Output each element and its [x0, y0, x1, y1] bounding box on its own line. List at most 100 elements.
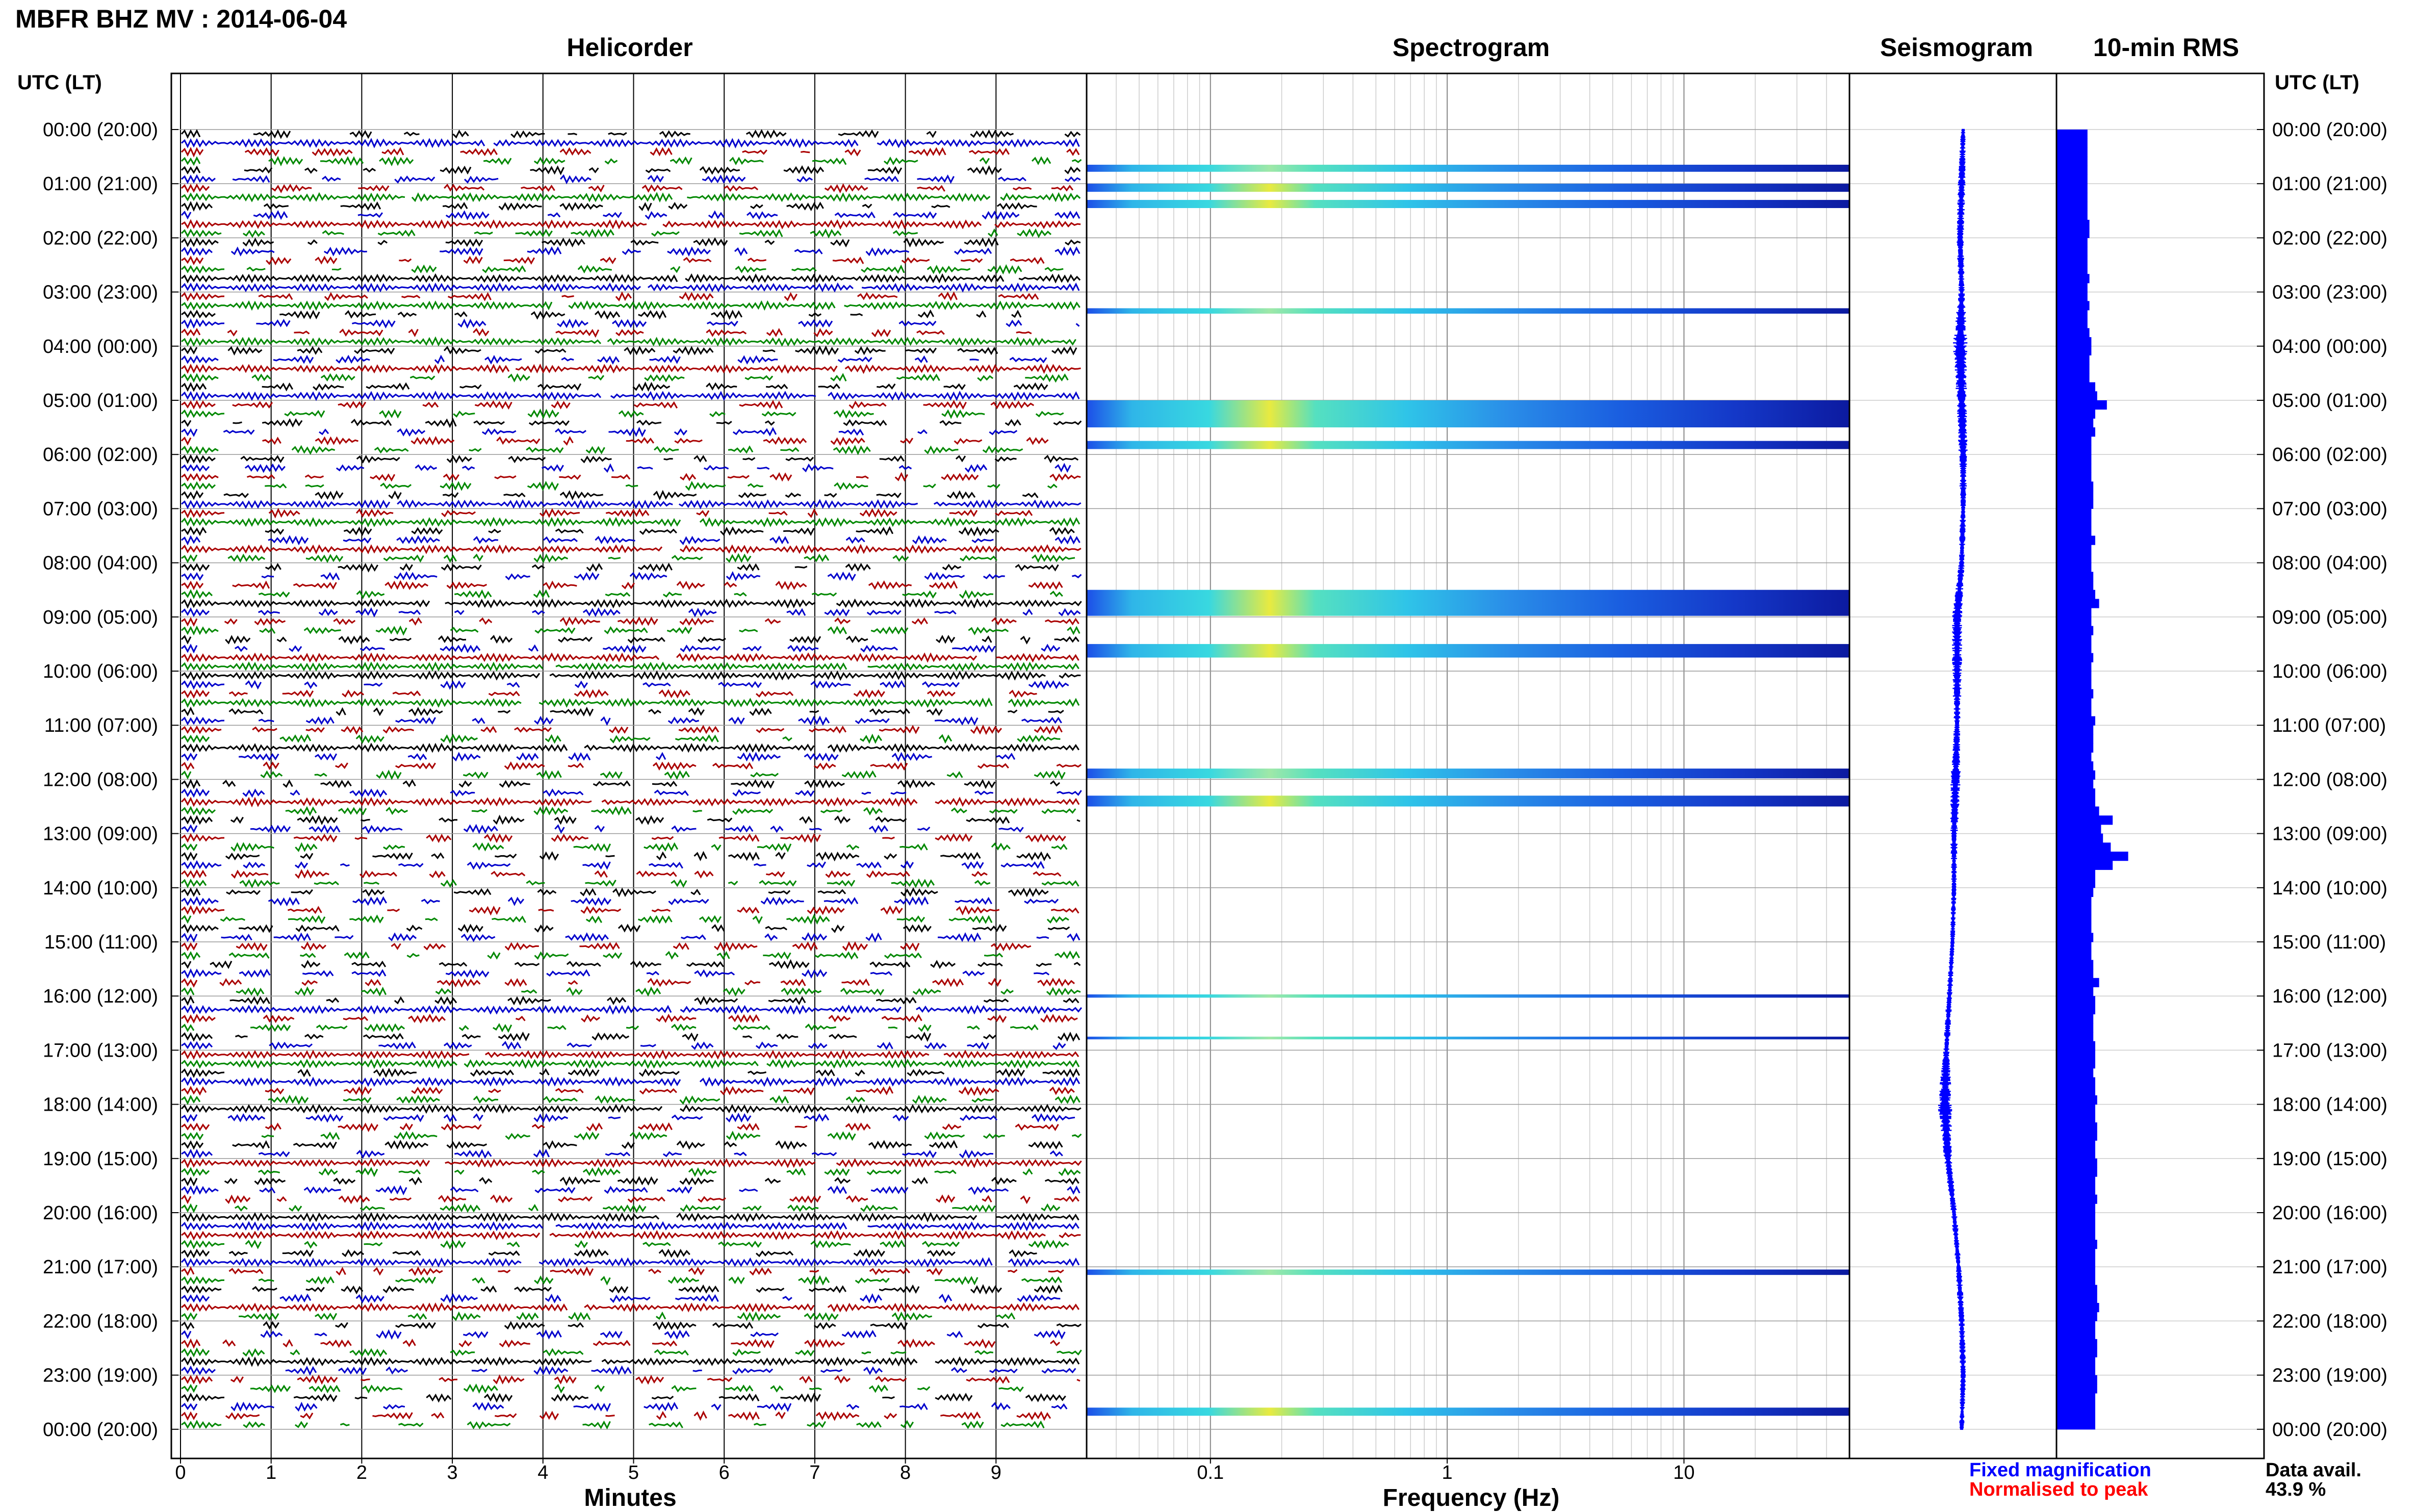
rms-bar: [2056, 1248, 2095, 1258]
rms-bar: [2056, 752, 2092, 762]
spectrogram-band: [1087, 184, 1849, 192]
left-hour-label: 20:00 (16:00): [43, 1202, 158, 1224]
minute-tick-label: 4: [537, 1462, 548, 1483]
rms-panel: [2056, 129, 2264, 1430]
helicorder-trace: [181, 706, 1064, 717]
right-hour-label: 00:00 (20:00): [2272, 119, 2387, 141]
rms-bar: [2056, 526, 2092, 536]
rms-bar: [2056, 1312, 2097, 1321]
rms-bar: [2056, 1176, 2095, 1186]
helicorder-trace: [181, 1239, 1069, 1250]
rms-bar: [2056, 734, 2094, 744]
left-hour-label: 09:00 (05:00): [43, 607, 158, 628]
left-hour-label: 23:00 (19:00): [43, 1365, 158, 1387]
helicorder-trace: [181, 228, 1052, 239]
rms-bar: [2056, 274, 2090, 284]
rms-bar: [2056, 626, 2094, 635]
spectrogram-band: [1087, 165, 1849, 172]
helicorder-trace: [181, 806, 1076, 816]
spectrogram-band: [1087, 1036, 1849, 1040]
helicorder-trace: [181, 426, 1018, 438]
left-hour-label: 16:00 (12:00): [43, 986, 158, 1007]
right-hour-label: 15:00 (11:00): [2272, 932, 2386, 953]
helicorder-trace: [181, 1266, 1064, 1276]
right-hour-label: 18:00 (14:00): [2272, 1094, 2387, 1116]
helicorder-trace: [181, 1321, 1082, 1330]
rms-bar: [2056, 454, 2092, 464]
data-availability-value: 43.9 %: [2266, 1479, 2326, 1500]
rms-bar: [2056, 869, 2095, 879]
helicorder-trace: [181, 869, 1062, 879]
rms-bar: [2056, 147, 2088, 157]
helicorder-title: Helicorder: [567, 33, 693, 62]
rms-bar: [2056, 292, 2088, 301]
rms-bar: [2056, 842, 2111, 852]
helicorder-trace: [181, 336, 1076, 347]
rms-bar: [2056, 815, 2113, 825]
helicorder-trace: [181, 174, 1081, 185]
helicorder-trace: [181, 1293, 1061, 1304]
right-hour-label: 14:00 (10:00): [2272, 878, 2387, 899]
helicorder-trace: [181, 291, 1039, 302]
rms-bar: [2056, 184, 2088, 193]
helicorder-trace: [181, 435, 1049, 446]
spectrogram-band: [1087, 590, 1849, 616]
helicorder-trace: [181, 697, 1080, 708]
minute-tick-label: 8: [900, 1462, 911, 1483]
helicorder-trace: [181, 472, 1081, 482]
rms-bar: [2056, 283, 2088, 293]
rms-bar: [2056, 436, 2092, 446]
rms-bar: [2056, 1393, 2095, 1403]
helicorder-trace: [181, 507, 1033, 519]
rms-bar: [2056, 1221, 2095, 1231]
helicorder-trace: [181, 129, 1081, 139]
legend-normalised-to-peak: Normalised to peak: [1969, 1479, 2148, 1500]
right-hour-label: 16:00 (12:00): [2272, 986, 2387, 1007]
rms-bar: [2056, 364, 2090, 374]
rms-bar: [2056, 572, 2094, 581]
rms-bar: [2056, 942, 2092, 952]
helicorder-trace: [181, 733, 1061, 744]
helicorder-trace: [181, 183, 1074, 194]
rms-bar: [2056, 265, 2088, 274]
left-hour-label: 00:00 (20:00): [43, 119, 158, 141]
helicorder-trace: [181, 1411, 1051, 1421]
helicorder-trace: [181, 941, 1032, 952]
right-hour-label: 04:00 (00:00): [2272, 336, 2387, 357]
right-hour-label: 11:00 (07:00): [2272, 715, 2386, 736]
right-hour-label: 12:00 (08:00): [2272, 769, 2387, 790]
helicorder-trace: [181, 1148, 1063, 1159]
rms-bar: [2056, 887, 2094, 897]
rms-bar: [2056, 220, 2090, 229]
right-hour-label: 03:00 (23:00): [2272, 282, 2387, 303]
rms-bar: [2056, 1285, 2097, 1294]
left-hour-label: 08:00 (04:00): [43, 553, 158, 574]
left-hour-label: 03:00 (23:00): [43, 282, 158, 303]
left-hour-label: 02:00 (22:00): [43, 227, 158, 249]
rms-title: 10-min RMS: [2093, 33, 2240, 62]
rms-bar: [2056, 743, 2094, 753]
helicorder-trace: [181, 535, 1081, 546]
helicorder-trace: [181, 814, 1081, 826]
rms-bar: [2056, 1411, 2095, 1421]
minute-tick-label: 9: [991, 1462, 1001, 1483]
spectrogram-band: [1087, 994, 1849, 998]
rms-bar: [2056, 445, 2092, 455]
left-hour-label: 22:00 (18:00): [43, 1311, 158, 1332]
helicorder-trace: [181, 1041, 1066, 1050]
right-hour-label: 17:00 (13:00): [2272, 1040, 2387, 1061]
rms-bar: [2056, 635, 2092, 645]
helicorder-trace: [181, 400, 1035, 410]
main-frame: [170, 72, 1850, 1459]
helicorder-trace: [181, 318, 1080, 329]
helicorder-trace: [181, 1004, 1083, 1015]
helicorder-trace: [181, 652, 1079, 663]
helicorder-trace: [181, 1374, 1081, 1385]
frequency-axis-label: Frequency (Hz): [1382, 1484, 1560, 1511]
helicorder-trace: [181, 345, 1077, 356]
helicorder-trace: [181, 1023, 1039, 1033]
rms-bar: [2056, 1203, 2095, 1213]
helicorder-trace: [181, 1158, 1082, 1168]
rms-bar: [2056, 481, 2094, 491]
rms-bar: [2056, 1014, 2094, 1023]
